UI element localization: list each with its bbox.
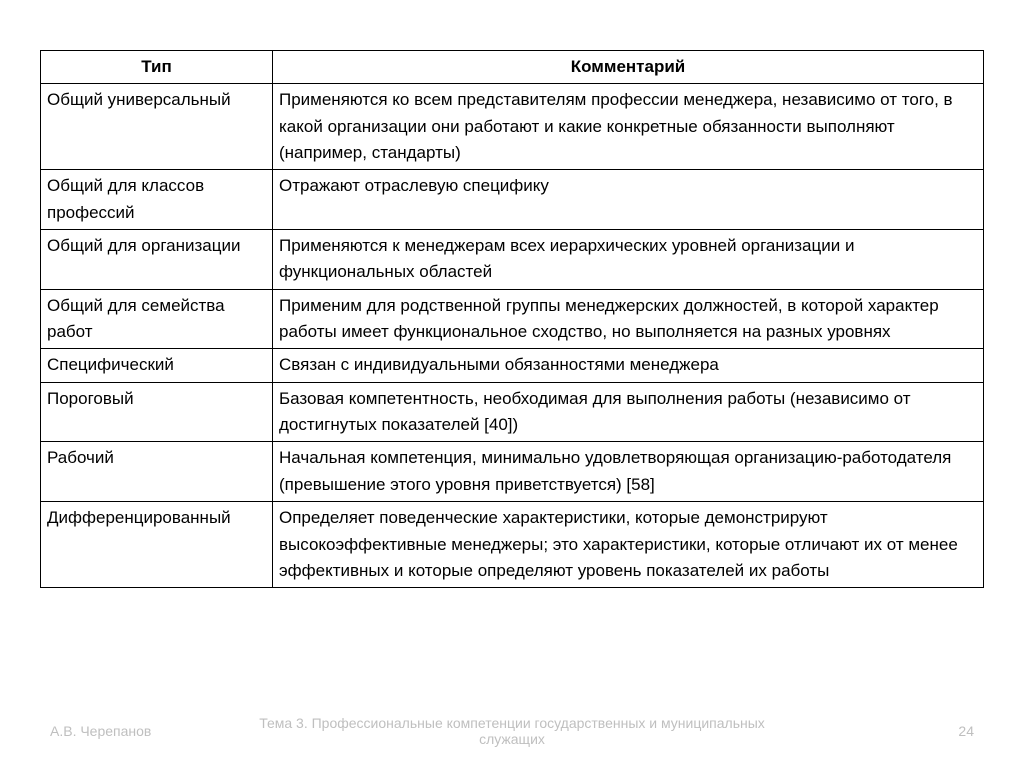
cell-type: Общий универсальный [41, 84, 273, 170]
col-header-type: Тип [41, 51, 273, 84]
cell-comment: Начальная компетенция, минимально удовле… [273, 442, 984, 502]
footer-topic: Тема 3. Профессиональные компетенции гос… [230, 715, 794, 747]
col-header-comment: Комментарий [273, 51, 984, 84]
cell-comment: Применяются к менеджерам всех иерархичес… [273, 230, 984, 290]
cell-comment: Применим для родственной группы менеджер… [273, 289, 984, 349]
table-row: Пороговый Базовая компетентность, необхо… [41, 382, 984, 442]
page-content: Тип Комментарий Общий универсальный Прим… [0, 0, 1024, 588]
table-row: Рабочий Начальная компетенция, минимальн… [41, 442, 984, 502]
cell-type: Специфический [41, 349, 273, 382]
cell-type: Дифференцированный [41, 502, 273, 588]
table-row: Общий для организации Применяются к мене… [41, 230, 984, 290]
slide-footer: А.В. Черепанов Тема 3. Профессиональные … [0, 715, 1024, 747]
table-row: Общий универсальный Применяются ко всем … [41, 84, 984, 170]
cell-comment: Связан с индивидуальными обязанностями м… [273, 349, 984, 382]
table-row: Специфический Связан с индивидуальными о… [41, 349, 984, 382]
competence-types-table: Тип Комментарий Общий универсальный Прим… [40, 50, 984, 588]
table-row: Дифференцированный Определяет поведенчес… [41, 502, 984, 588]
cell-type: Пороговый [41, 382, 273, 442]
table-header-row: Тип Комментарий [41, 51, 984, 84]
cell-comment: Базовая компетентность, необходимая для … [273, 382, 984, 442]
cell-type: Общий для классов профессий [41, 170, 273, 230]
footer-author: А.В. Черепанов [50, 723, 230, 739]
table-row: Общий для семейства работ Применим для р… [41, 289, 984, 349]
cell-comment: Отражают отраслевую специфику [273, 170, 984, 230]
cell-type: Общий для семейства работ [41, 289, 273, 349]
cell-type: Рабочий [41, 442, 273, 502]
cell-comment: Определяет поведенческие характеристики,… [273, 502, 984, 588]
cell-type: Общий для организации [41, 230, 273, 290]
cell-comment: Применяются ко всем представителям профе… [273, 84, 984, 170]
table-row: Общий для классов профессий Отражают отр… [41, 170, 984, 230]
footer-page-number: 24 [794, 723, 974, 739]
